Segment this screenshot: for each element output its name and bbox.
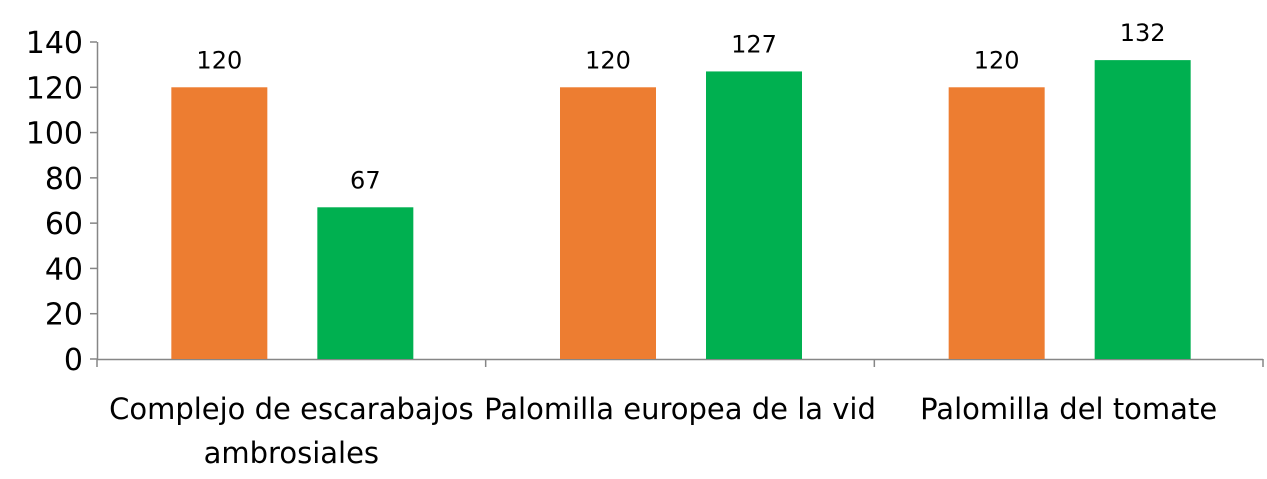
bar [706, 71, 802, 359]
x-category-label: Palomilla del tomate [920, 392, 1218, 426]
y-tick-label: 40 [45, 252, 83, 287]
data-label: 127 [731, 30, 777, 58]
data-label: 67 [350, 166, 381, 194]
bar [948, 87, 1045, 360]
y-tick-label: 80 [45, 162, 83, 197]
y-tick-label: 100 [26, 117, 83, 152]
x-category-label: Complejo de escarabajos ambrosiales [109, 392, 474, 470]
x-category-label: Palomilla europea de la vid [484, 392, 876, 426]
y-tick-label: 140 [26, 26, 83, 61]
bar [171, 87, 268, 360]
bar [1094, 60, 1191, 359]
y-tick-label: 60 [45, 207, 83, 242]
data-label: 132 [1120, 19, 1166, 47]
data-label: 120 [196, 46, 242, 74]
y-tick-label: 20 [45, 298, 83, 333]
y-tick-label: 0 [64, 343, 83, 378]
y-tick-label: 120 [26, 71, 83, 106]
data-label: 120 [974, 46, 1020, 74]
bar [560, 87, 656, 360]
bar [317, 207, 414, 359]
data-label: 120 [585, 46, 631, 74]
